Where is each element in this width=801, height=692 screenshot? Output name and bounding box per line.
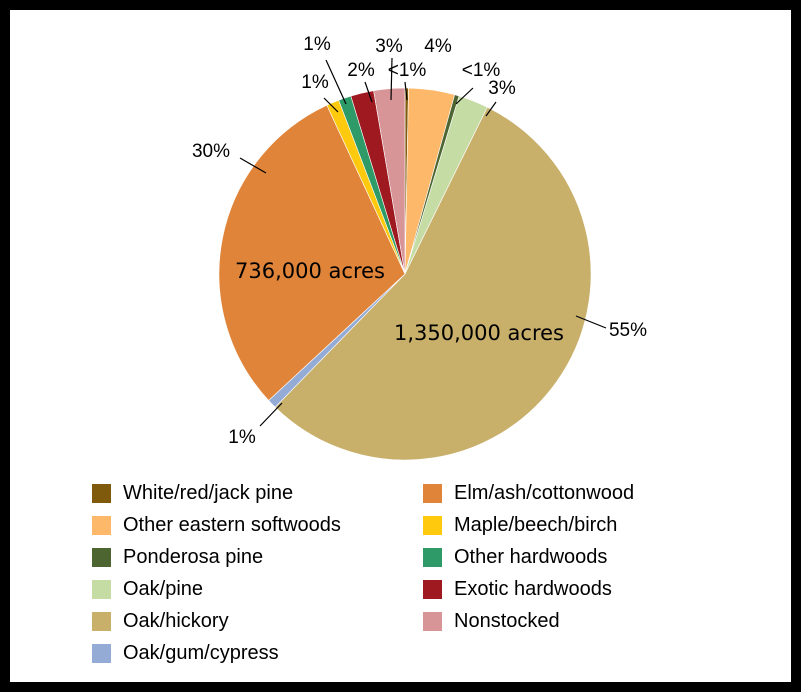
slice-elm-ash-cottonwood <box>218 104 406 401</box>
legend-label: Other hardwoods <box>454 546 608 568</box>
leader-line-oak-hickory <box>575 315 607 329</box>
legend-swatch <box>92 580 111 599</box>
leader-line-ponderosa-pine <box>455 87 474 105</box>
legend-swatch <box>423 516 442 535</box>
leader-line-exotic-hardwoods <box>364 81 373 103</box>
legend-label: Elm/ash/cottonwood <box>454 482 635 504</box>
legend-swatch <box>92 548 111 567</box>
legend-swatch <box>92 516 111 535</box>
legend-item-ponderosa-pine: Ponderosa pine <box>92 546 263 569</box>
pct-label-elm-ash-cottonwood: 30% <box>192 141 230 162</box>
legend-label: Other eastern softwoods <box>123 514 341 536</box>
legend-item-white-red-jack-pine: White/red/jack pine <box>92 482 293 505</box>
legend-label: Oak/gum/cypress <box>123 642 279 664</box>
legend-item-maple-beech-birch: Maple/beech/birch <box>423 514 617 537</box>
acres-label-elm-ash-cottonwood: 736,000 acres <box>235 259 385 283</box>
pct-label-oak-hickory: 55% <box>609 320 647 341</box>
legend-item-exotic-hardwoods: Exotic hardwoods <box>423 578 612 601</box>
pie-chart: <1%4%<1%3%55%1,350,000 acres1%30%736,000… <box>192 34 647 461</box>
legend-item-other-eastern-softwoods: Other eastern softwoods <box>92 514 341 537</box>
legend-swatch <box>423 612 442 631</box>
legend-swatch <box>92 644 111 663</box>
leader-line-oak-gum-cypress <box>259 402 283 427</box>
legend-swatch <box>92 484 111 503</box>
leader-line-oak-pine <box>485 101 497 117</box>
legend-swatch <box>92 612 111 631</box>
legend-label: White/red/jack pine <box>123 482 294 504</box>
legend-label: Exotic hardwoods <box>454 578 612 600</box>
leader-line-nonstocked <box>390 57 393 101</box>
pct-label-other-hardwoods: 1% <box>303 34 331 55</box>
legend-item-oak-gum-cypress: Oak/gum/cypress <box>92 642 279 665</box>
pct-label-other-eastern-softwoods: 4% <box>424 36 452 57</box>
slice-nonstocked <box>373 87 406 275</box>
pct-label-oak-gum-cypress: 1% <box>228 427 256 448</box>
legend-swatch <box>423 548 442 567</box>
legend-item-elm-ash-cottonwood: Elm/ash/cottonwood <box>423 482 634 505</box>
pct-label-white-red-jack-pine: <1% <box>388 60 427 81</box>
leader-line-white-red-jack-pine <box>404 81 408 101</box>
legend-swatch <box>423 484 442 503</box>
legend-label: Oak/hickory <box>123 610 229 632</box>
legend-label: Maple/beech/birch <box>454 514 618 536</box>
legend-item-oak-hickory: Oak/hickory <box>92 610 229 633</box>
legend-item-other-hardwoods: Other hardwoods <box>423 546 607 569</box>
acres-label-oak-hickory: 1,350,000 acres <box>394 321 564 345</box>
legend-item-nonstocked: Nonstocked <box>423 610 560 633</box>
legend-label: Ponderosa pine <box>123 546 264 568</box>
pct-label-maple-beech-birch: 1% <box>301 72 329 93</box>
leader-line-other-hardwoods <box>325 59 347 105</box>
legend-swatch <box>423 580 442 599</box>
legend-label: Nonstocked <box>454 610 560 632</box>
legend-item-oak-pine: Oak/pine <box>92 578 203 601</box>
pct-label-exotic-hardwoods: 2% <box>347 60 375 81</box>
legend-label: Oak/pine <box>123 578 204 600</box>
chart-frame: <1% 4% <1% 3% 55% 1,350,000 acres 1% 30% 736,000… <box>8 8 793 684</box>
pct-label-oak-pine: 3% <box>488 78 516 99</box>
pct-label-nonstocked: 3% <box>375 36 403 57</box>
slice-oak-hickory <box>274 106 592 461</box>
leader-line-elm-ash-cottonwood <box>239 157 267 174</box>
pct-label-ponderosa-pine: <1% <box>462 60 501 81</box>
leader-line-maple-beech-birch <box>323 97 339 113</box>
